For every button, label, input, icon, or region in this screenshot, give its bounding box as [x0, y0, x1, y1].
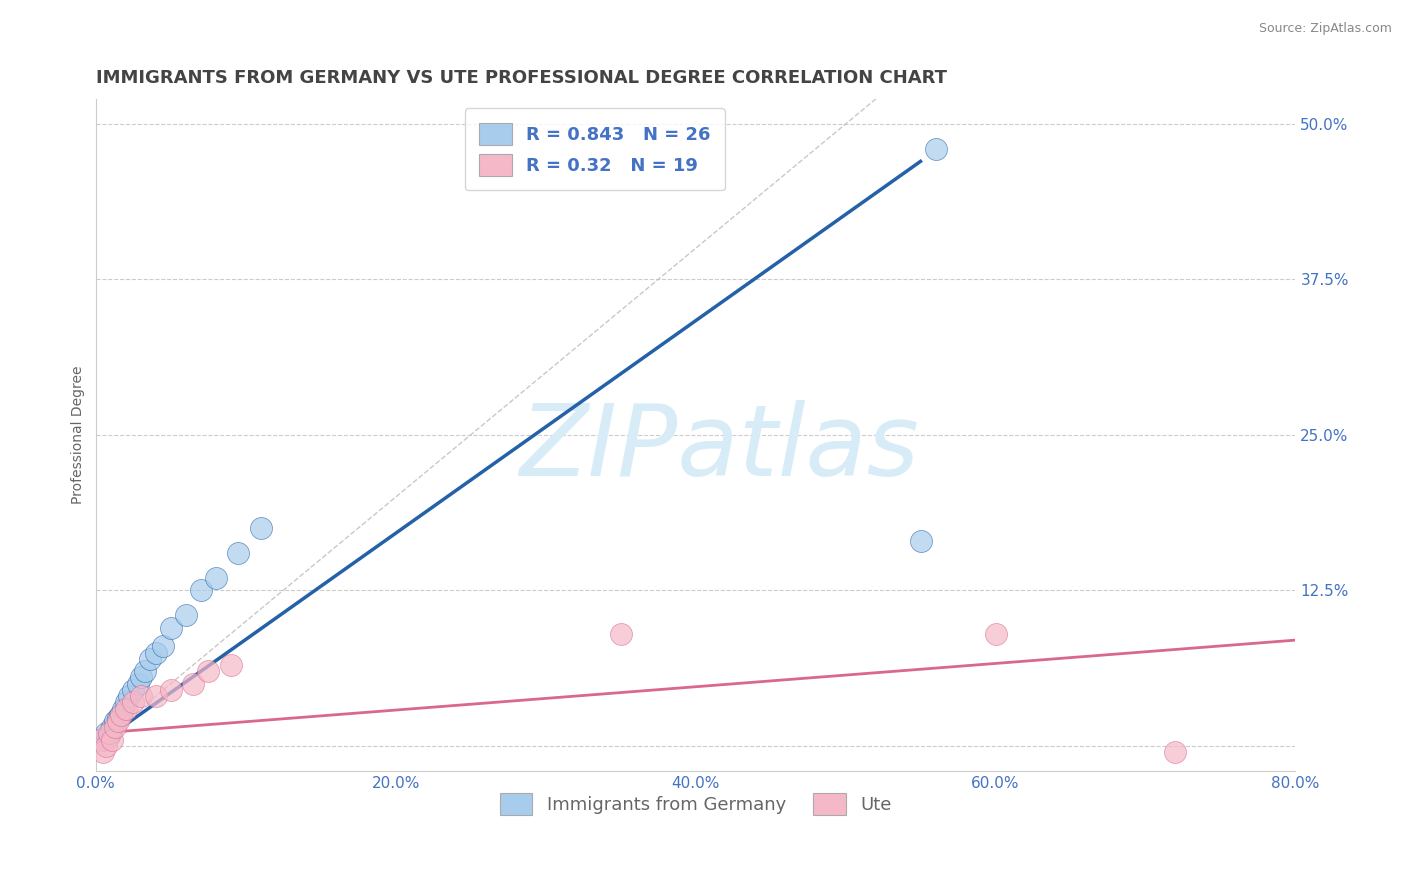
Point	[197, 664, 219, 678]
Point	[145, 646, 167, 660]
Point	[984, 627, 1007, 641]
Point	[226, 546, 249, 560]
Point	[122, 695, 145, 709]
Point	[138, 652, 160, 666]
Point	[89, 732, 111, 747]
Point	[159, 682, 181, 697]
Point	[127, 676, 149, 690]
Point	[96, 739, 118, 753]
Point	[104, 720, 127, 734]
Point	[910, 533, 932, 548]
Point	[91, 745, 114, 759]
Point	[159, 621, 181, 635]
Point	[108, 707, 131, 722]
Point	[107, 714, 129, 728]
Point	[249, 521, 271, 535]
Point	[924, 142, 946, 156]
Point	[204, 571, 226, 585]
Point	[219, 658, 242, 673]
Point	[609, 627, 631, 641]
Text: Source: ZipAtlas.com: Source: ZipAtlas.com	[1258, 22, 1392, 36]
Point	[100, 723, 122, 738]
Text: IMMIGRANTS FROM GERMANY VS UTE PROFESSIONAL DEGREE CORRELATION CHART: IMMIGRANTS FROM GERMANY VS UTE PROFESSIO…	[96, 69, 946, 87]
Point	[96, 726, 118, 740]
Point	[122, 682, 145, 697]
Point	[118, 689, 141, 703]
Point	[181, 676, 204, 690]
Point	[145, 689, 167, 703]
Point	[101, 732, 124, 747]
Point	[111, 701, 134, 715]
Point	[174, 608, 197, 623]
Point	[1164, 745, 1187, 759]
Point	[98, 726, 121, 740]
Point	[190, 583, 212, 598]
Legend: Immigrants from Germany, Ute: Immigrants from Germany, Ute	[492, 786, 898, 822]
Point	[129, 689, 152, 703]
Point	[98, 729, 121, 743]
Point	[107, 711, 129, 725]
Point	[110, 707, 132, 722]
Text: ZIPatlas: ZIPatlas	[520, 400, 920, 497]
Point	[114, 695, 136, 709]
Point	[101, 720, 124, 734]
Point	[152, 640, 174, 654]
Point	[134, 664, 156, 678]
Point	[104, 714, 127, 728]
Point	[129, 670, 152, 684]
Y-axis label: Professional Degree: Professional Degree	[72, 366, 86, 504]
Point	[114, 701, 136, 715]
Point	[91, 732, 114, 747]
